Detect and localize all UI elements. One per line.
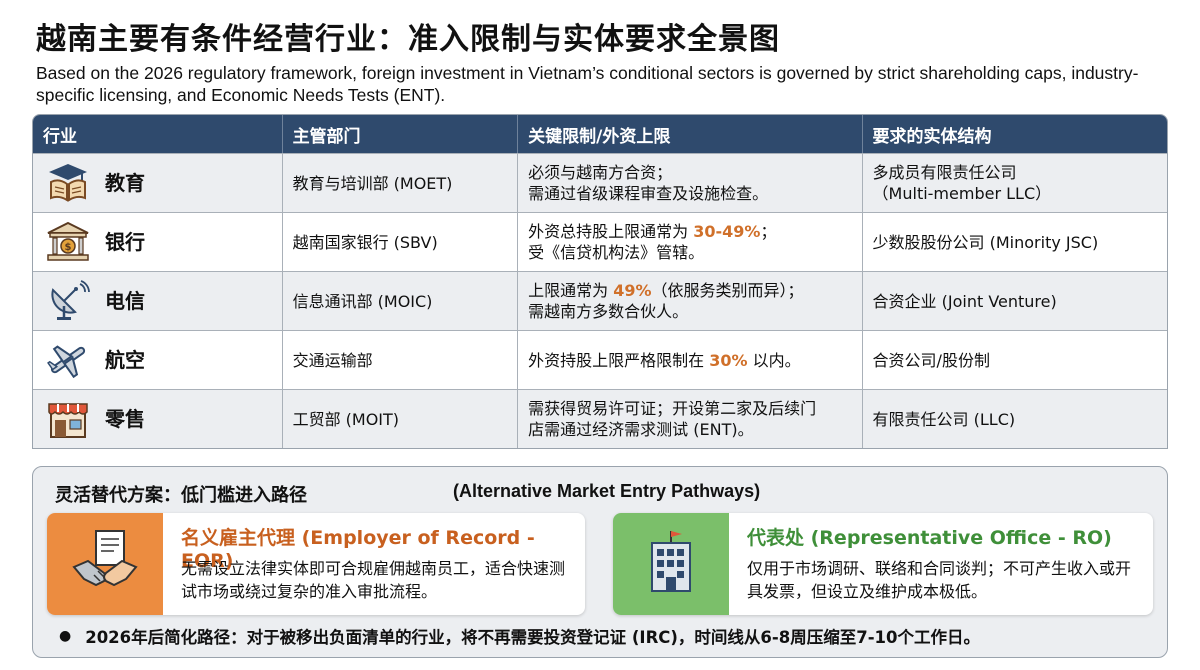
cap-highlight: 49% bbox=[613, 281, 652, 300]
alternatives-panel: 灵活替代方案：低门槛进入路径 (Alternative Market Entry… bbox=[32, 466, 1168, 658]
table-header: 行业 主管部门 关键限制/外资上限 要求的实体结构 bbox=[33, 115, 1167, 153]
table-row: 零售 工贸部 (MOIT) 需获得贸易许可证；开设第二家及后续门 店需通过经济需… bbox=[33, 389, 1167, 448]
bank-icon: $ bbox=[45, 220, 91, 264]
page-title: 越南主要有条件经营行业：准入限制与实体要求全景图 bbox=[36, 22, 780, 57]
restriction-cell: 外资总持股上限通常为 30-49%； 受《信贷机构法》管辖。 bbox=[518, 213, 863, 271]
svg-text:$: $ bbox=[65, 242, 72, 253]
ro-text: 仅用于市场调研、联络和合同谈判；不可产生收入或开具发票，但设立及维护成本极低。 bbox=[747, 559, 1132, 601]
header-sector: 行业 bbox=[33, 115, 283, 153]
entity-cell: 合资企业 (Joint Venture) bbox=[872, 291, 1057, 311]
satellite-dish-icon bbox=[45, 279, 91, 323]
entity-cell: 少数股股份公司 (Minority JSC) bbox=[872, 232, 1099, 252]
table-row: 航空 交通运输部 外资持股上限严格限制在 30% 以内。 合资公司/股份制 bbox=[33, 330, 1167, 389]
ro-band bbox=[613, 513, 729, 615]
table-row: 电信 信息通讯部 (MOIC) 上限通常为 49%（依服务类别而异）； 需越南方… bbox=[33, 271, 1167, 330]
sector-cell: 教育 bbox=[33, 154, 283, 212]
ro-card: 代表处 (Representative Office - RO) 仅用于市场调研… bbox=[613, 513, 1153, 615]
authority-cell: 交通运输部 bbox=[283, 331, 519, 389]
alternatives-title-en: (Alternative Market Entry Pathways) bbox=[453, 481, 761, 501]
entity-cell: 合资公司/股份制 bbox=[872, 350, 990, 370]
ro-title: 代表处 (Representative Office - RO) bbox=[747, 527, 1112, 549]
entity-cell: 有限责任公司 (LLC) bbox=[872, 409, 1016, 429]
authority-cell: 信息通讯部 (MOIC) bbox=[283, 272, 519, 330]
page-subtitle: Based on the 2026 regulatory framework, … bbox=[36, 63, 1139, 105]
alternatives-title: 灵活替代方案：低门槛进入路径 bbox=[55, 485, 307, 506]
entity-cell: 多成员有限责任公司 （Multi-member LLC） bbox=[872, 163, 1052, 203]
authority-cell: 越南国家银行 (SBV) bbox=[283, 213, 519, 271]
header-restriction: 关键限制/外资上限 bbox=[518, 115, 863, 153]
eor-card: 名义雇主代理 (Employer of Record - EOR) 无需设立法律… bbox=[47, 513, 585, 615]
table-body: 教育 教育与培训部 (MOET) 必须与越南方合资； 需通过省级课程审查及设施检… bbox=[33, 153, 1167, 448]
cap-highlight: 30% bbox=[709, 350, 748, 370]
handshake-document-icon bbox=[70, 527, 140, 601]
sector-name: 零售 bbox=[105, 406, 145, 431]
sector-cell: 电信 bbox=[33, 272, 283, 330]
cap-highlight: 30-49% bbox=[693, 222, 761, 241]
restriction-cell: 需获得贸易许可证；开设第二家及后续门 店需通过经济需求测试 (ENT)。 bbox=[518, 390, 863, 448]
sector-cell: $ 银行 bbox=[33, 213, 283, 271]
sector-name: 航空 bbox=[105, 347, 145, 372]
note-text: 2026年后简化路径：对于被移出负面清单的行业，将不再需要投资登记证 (IRC)… bbox=[85, 628, 981, 647]
sector-cell: 零售 bbox=[33, 390, 283, 448]
simplification-note: ● 2026年后简化路径：对于被移出负面清单的行业，将不再需要投资登记证 (IR… bbox=[59, 624, 980, 648]
storefront-icon bbox=[45, 397, 91, 441]
sector-name: 教育 bbox=[105, 170, 145, 195]
eor-band bbox=[47, 513, 163, 615]
header-authority: 主管部门 bbox=[283, 115, 519, 153]
eor-title: 名义雇主代理 (Employer of Record - EOR) bbox=[181, 527, 535, 572]
authority-cell: 教育与培训部 (MOET) bbox=[283, 154, 519, 212]
education-book-icon bbox=[45, 161, 91, 205]
bullet-icon: ● bbox=[59, 628, 72, 644]
sector-name: 银行 bbox=[105, 229, 145, 254]
sector-table: 行业 主管部门 关键限制/外资上限 要求的实体结构 bbox=[32, 114, 1168, 449]
authority-cell: 工贸部 (MOIT) bbox=[283, 390, 519, 448]
eor-text: 无需设立法律实体即可合规雇佣越南员工，适合快速测试市场或绕过复杂的准入审批流程。 bbox=[181, 559, 566, 601]
header-entity: 要求的实体结构 bbox=[872, 126, 992, 147]
table-row: 教育 教育与培训部 (MOET) 必须与越南方合资； 需通过省级课程审查及设施检… bbox=[33, 153, 1167, 212]
sector-cell: 航空 bbox=[33, 331, 283, 389]
sector-name: 电信 bbox=[105, 288, 145, 313]
restriction-cell: 外资持股上限严格限制在 30% 以内。 bbox=[518, 331, 863, 389]
office-building-icon bbox=[636, 527, 706, 601]
restriction-cell: 上限通常为 49%（依服务类别而异）； 需越南方多数合伙人。 bbox=[518, 272, 863, 330]
restriction-cell: 必须与越南方合资； 需通过省级课程审查及设施检查。 bbox=[518, 154, 863, 212]
airplane-icon bbox=[45, 338, 91, 382]
table-row: $ 银行 越南国家银行 (SBV) 外资总持股上限通常为 30-49%； 受《信… bbox=[33, 212, 1167, 271]
